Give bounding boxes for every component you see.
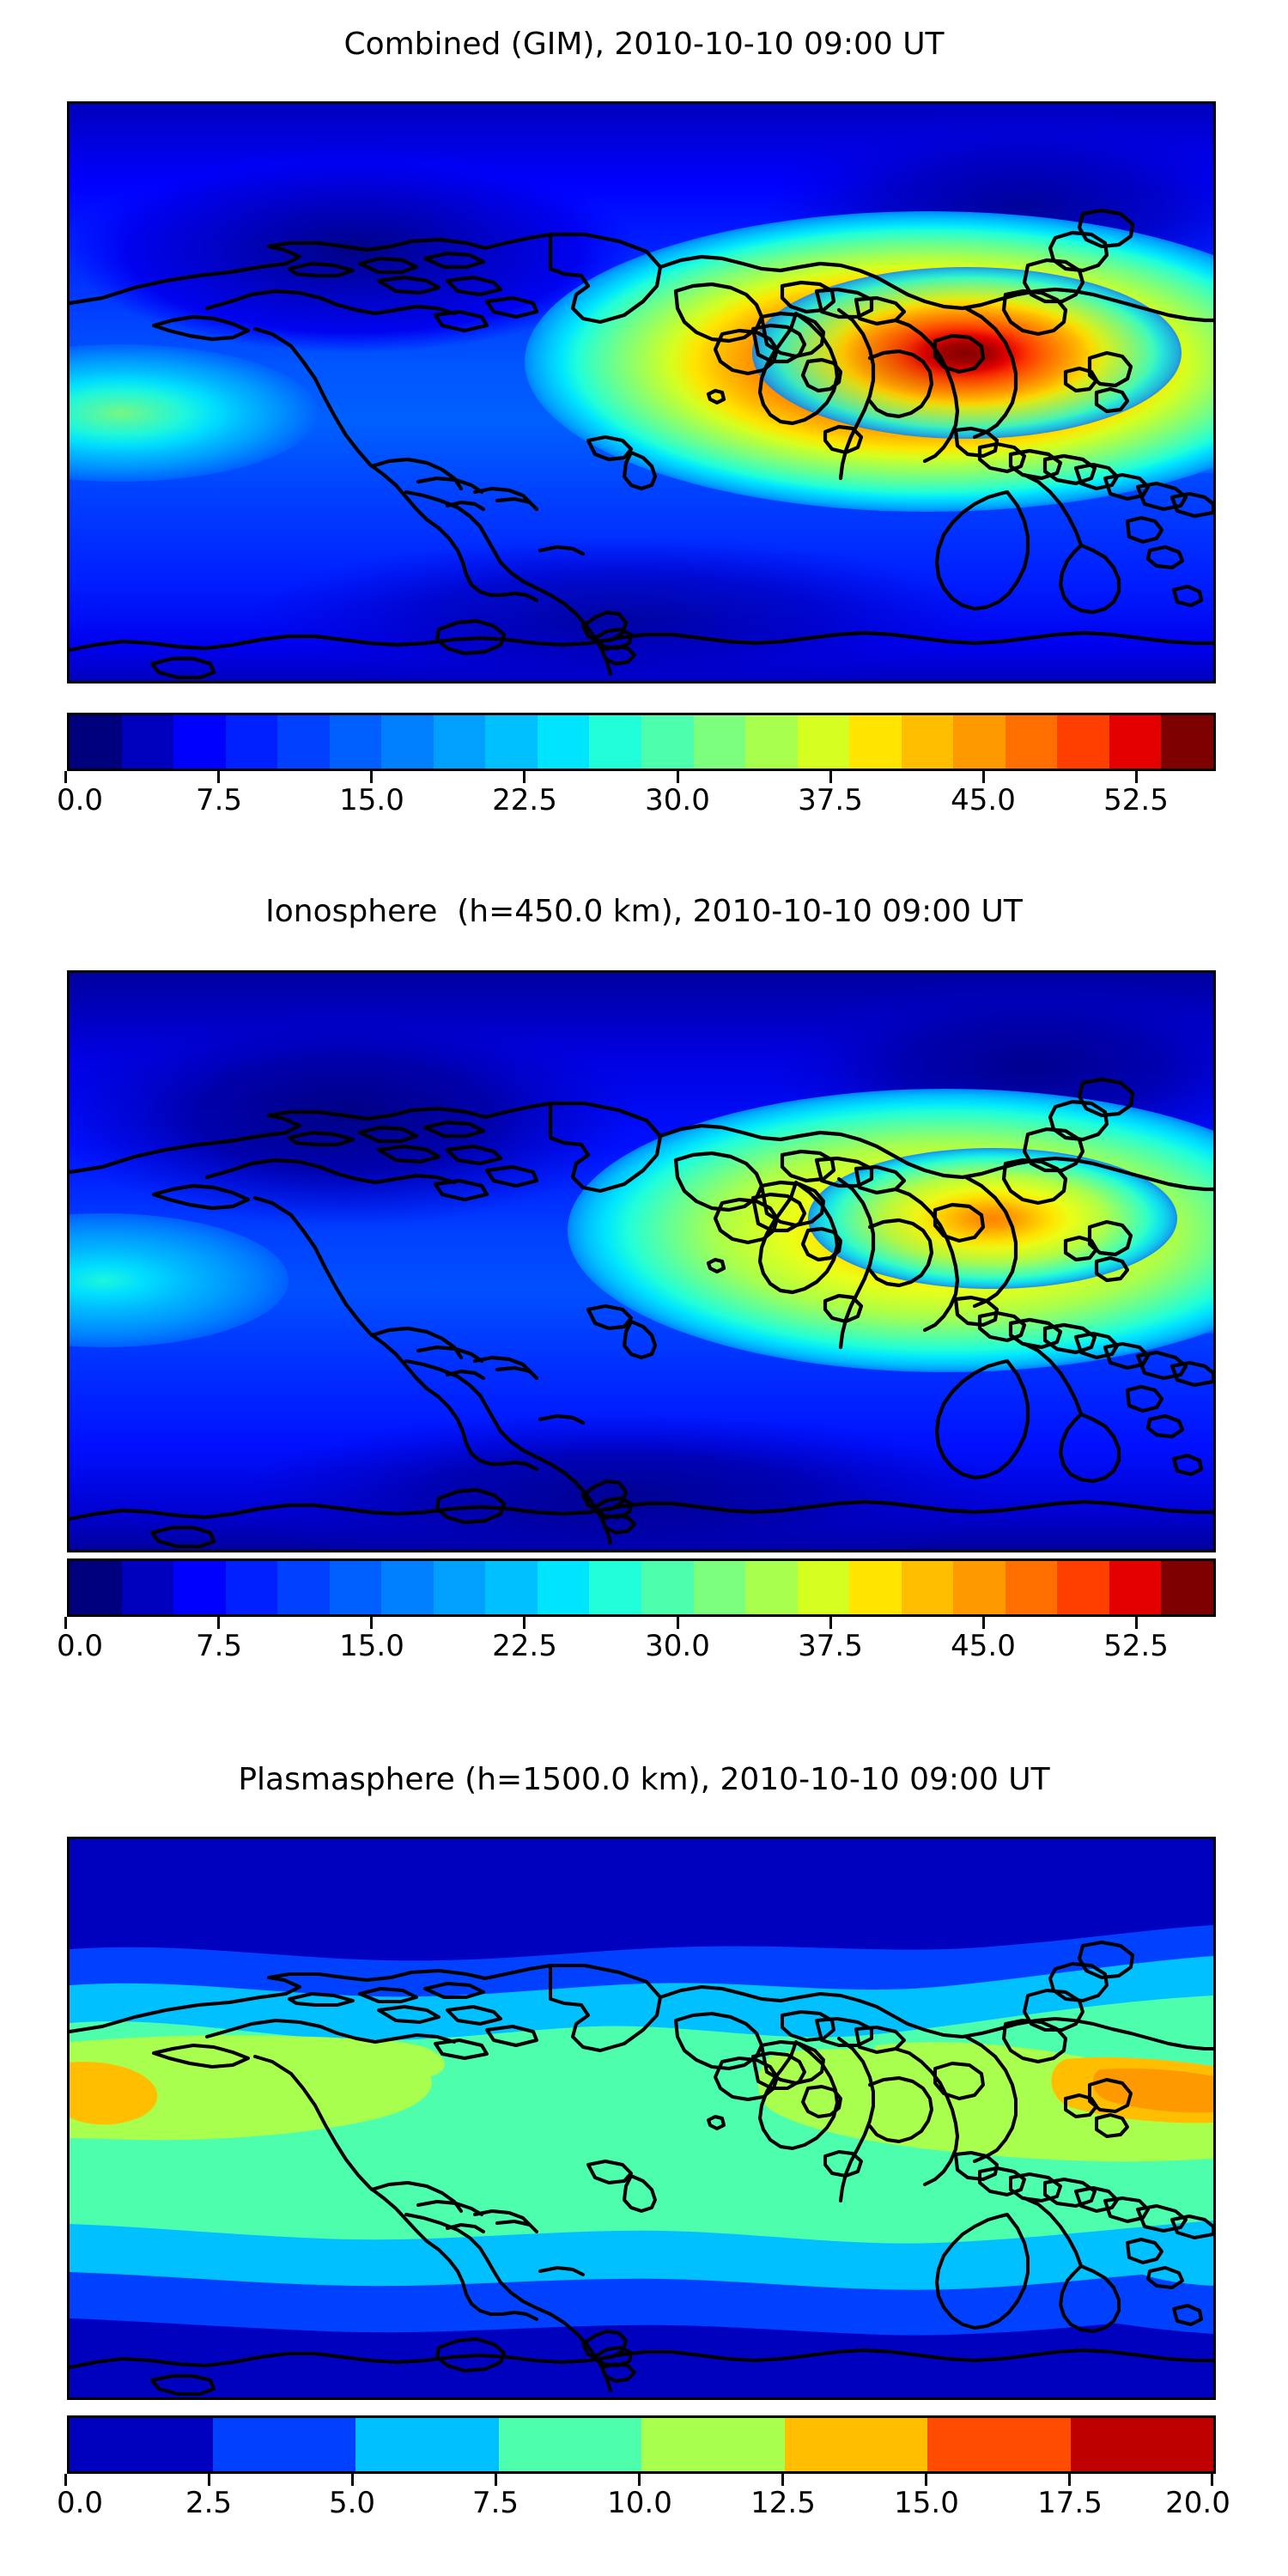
cbar3-tick-7: 17.5 — [1037, 2486, 1103, 2520]
panel-combined-gim: Combined (GIM), 2010-10-10 09:00 UT — [0, 0, 1288, 859]
map-canvas-plasmasphere — [70, 1839, 1213, 2397]
cbar3-tick-0: 0.0 — [56, 2486, 104, 2520]
cbar1-tick-2: 15.0 — [339, 783, 404, 817]
coastlines-combined-gim — [70, 208, 1213, 680]
cbar1-tick-0: 0.0 — [56, 783, 104, 817]
colorbar-labels-combined-gim: 0.0 7.5 15.0 22.5 30.0 37.5 45.0 52.5 — [57, 783, 1213, 823]
cbar1-tick-3: 22.5 — [492, 783, 557, 817]
colorbar-strip-combined-gim — [67, 713, 1216, 771]
coastlines-ionosphere — [70, 1077, 1213, 1549]
colorbar-ionosphere: 0.0 7.5 15.0 22.5 30.0 37.5 45.0 52.5 — [57, 1558, 1216, 1668]
map-plasmasphere — [67, 1837, 1216, 2400]
colorbar-ticks-plasmasphere — [64, 2474, 1213, 2486]
cbar3-tick-2: 5.0 — [328, 2486, 376, 2520]
colorbar-combined-gim: 0.0 7.5 15.0 22.5 30.0 37.5 45.0 52.5 — [57, 713, 1216, 823]
cbar3-tick-5: 12.5 — [750, 2486, 816, 2520]
map-ionosphere — [67, 970, 1216, 1552]
panel-plasmasphere: Plasmasphere (h=1500.0 km), 2010-10-10 0… — [0, 1730, 1288, 2576]
cbar2-tick-4: 30.0 — [645, 1629, 710, 1663]
cbar3-tick-4: 10.0 — [607, 2486, 672, 2520]
coastlines-plasmasphere — [70, 1941, 1213, 2396]
map-combined-gim — [67, 101, 1216, 683]
panel-title-plasmasphere: Plasmasphere (h=1500.0 km), 2010-10-10 0… — [238, 1762, 1050, 1797]
cbar2-tick-6: 45.0 — [951, 1629, 1016, 1663]
cbar1-tick-5: 37.5 — [798, 783, 863, 817]
colorbar-strip-plasmasphere — [67, 2415, 1216, 2474]
cbar3-tick-8: 20.0 — [1165, 2486, 1230, 2520]
colorbar-strip-ionosphere — [67, 1558, 1216, 1617]
cbar3-tick-6: 15.0 — [894, 2486, 959, 2520]
colorbar-ticks-ionosphere — [64, 1617, 1213, 1629]
cbar2-tick-5: 37.5 — [798, 1629, 863, 1663]
cbar2-tick-2: 15.0 — [339, 1629, 404, 1663]
panel-ionosphere: Ionosphere (h=450.0 km), 2010-10-10 09:0… — [0, 859, 1288, 1730]
cbar3-tick-1: 2.5 — [185, 2486, 233, 2520]
cbar2-tick-7: 52.5 — [1103, 1629, 1169, 1663]
panel-title-ionosphere: Ionosphere (h=450.0 km), 2010-10-10 09:0… — [265, 894, 1023, 929]
cbar2-tick-3: 22.5 — [492, 1629, 557, 1663]
cbar1-tick-6: 45.0 — [951, 783, 1016, 817]
cbar1-tick-1: 7.5 — [195, 783, 243, 817]
cbar3-tick-3: 7.5 — [471, 2486, 519, 2520]
colorbar-labels-ionosphere: 0.0 7.5 15.0 22.5 30.0 37.5 45.0 52.5 — [57, 1629, 1213, 1668]
colorbar-labels-plasmasphere: 0.0 2.5 5.0 7.5 10.0 12.5 15.0 17.5 20.0 — [57, 2486, 1230, 2525]
cbar1-tick-7: 52.5 — [1103, 783, 1169, 817]
colorbar-plasmasphere: 0.0 2.5 5.0 7.5 10.0 12.5 15.0 17.5 20.0 — [57, 2415, 1230, 2525]
cbar2-tick-1: 7.5 — [195, 1629, 243, 1663]
cbar2-tick-0: 0.0 — [56, 1629, 104, 1663]
map-canvas-ionosphere — [70, 973, 1213, 1550]
colorbar-ticks-combined-gim — [64, 771, 1213, 783]
panel-title-combined-gim: Combined (GIM), 2010-10-10 09:00 UT — [343, 27, 945, 62]
cbar1-tick-4: 30.0 — [645, 783, 710, 817]
map-canvas-combined-gim — [70, 104, 1213, 681]
